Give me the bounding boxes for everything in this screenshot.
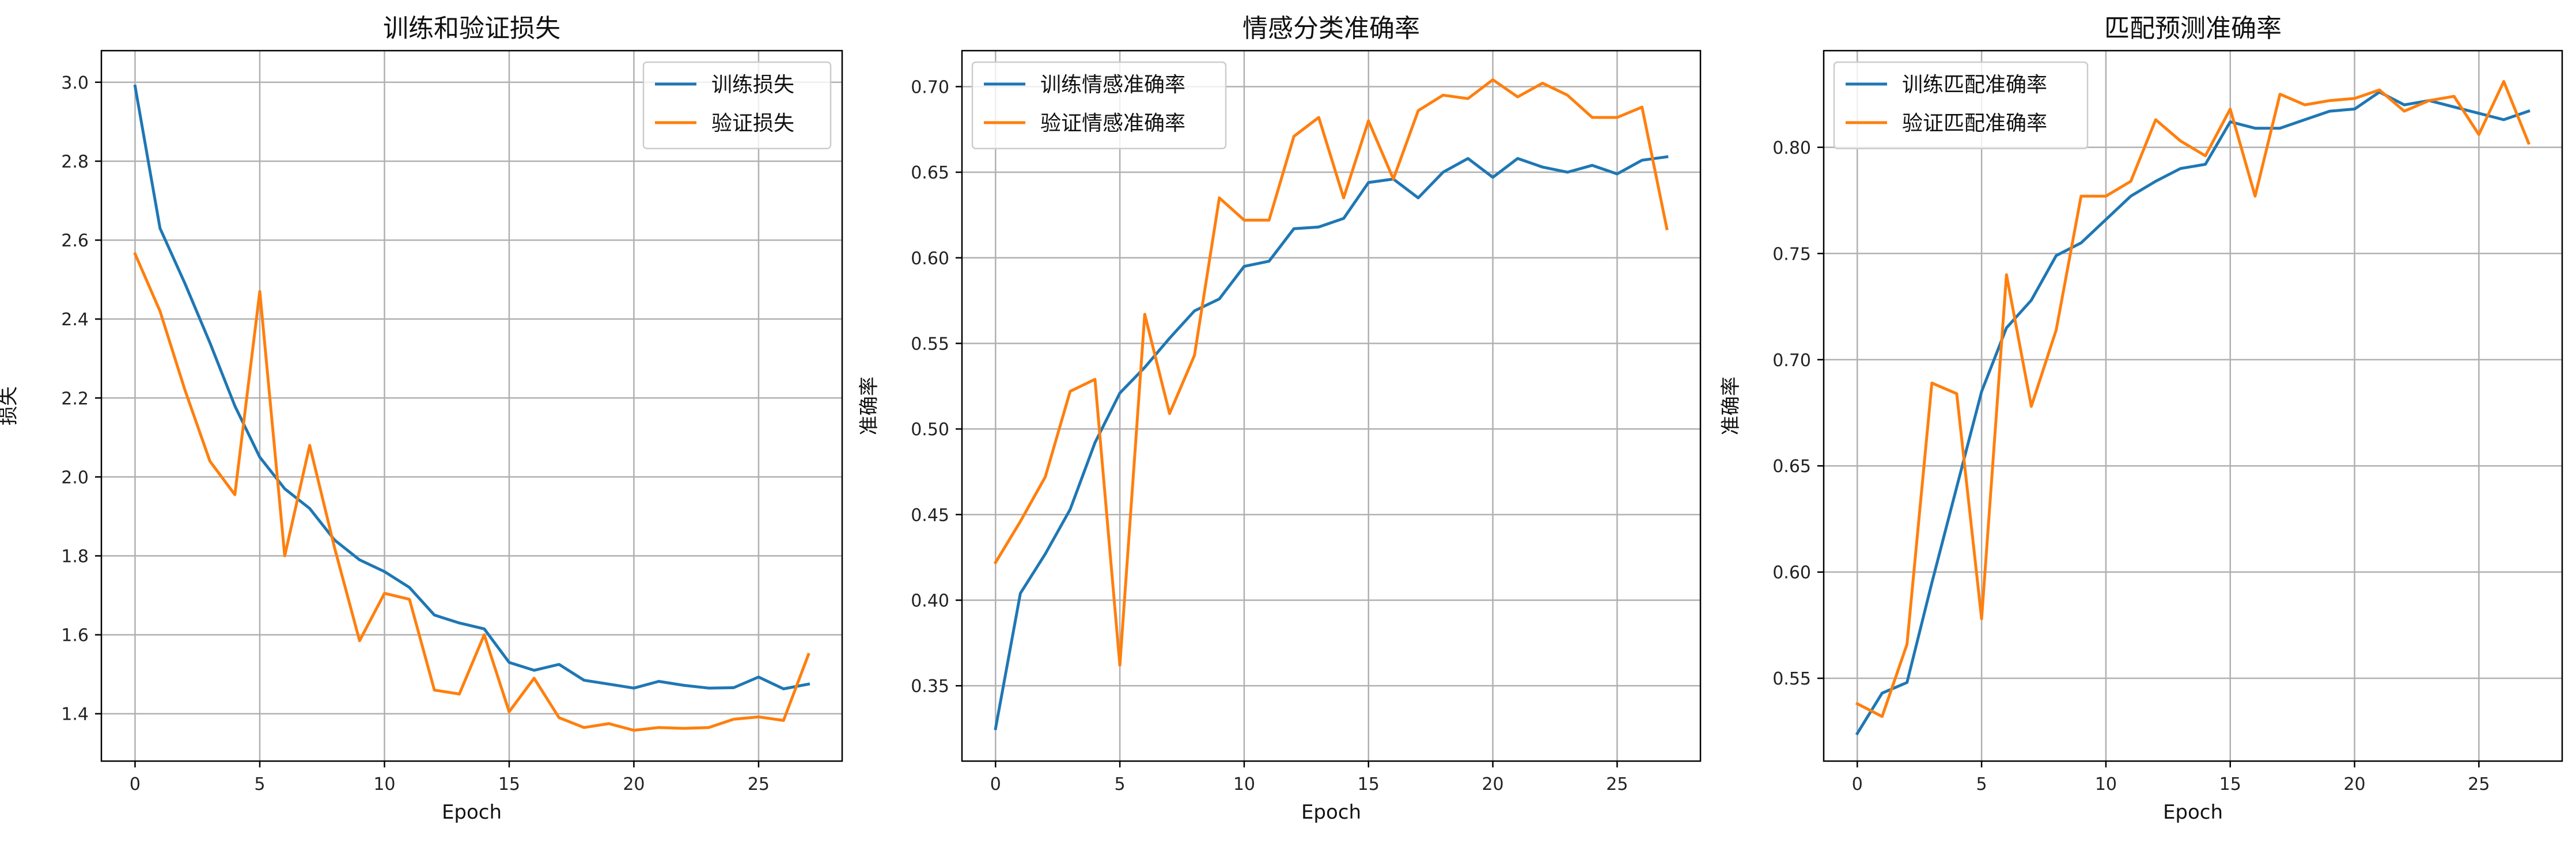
x-tick-label: 5 (1115, 774, 1126, 794)
y-tick-label: 0.60 (1772, 563, 1811, 583)
x-tick-label: 0 (990, 774, 1001, 794)
legend-label-2: 验证损失 (711, 112, 794, 135)
y-tick-label: 0.40 (911, 591, 949, 611)
chart-title: 训练和验证损失 (383, 14, 560, 43)
y-tick-label: 0.65 (1772, 457, 1811, 477)
x-tick-label: 20 (1482, 774, 1503, 794)
x-tick-label: 20 (623, 774, 645, 794)
x-tick-label: 15 (2219, 774, 2241, 794)
y-tick-label: 0.60 (911, 249, 949, 269)
y-tick-label: 0.55 (1772, 669, 1811, 689)
y-tick-label: 2.8 (61, 152, 89, 172)
y-tick-label: 0.35 (911, 676, 949, 697)
chart-title: 情感分类准确率 (1242, 14, 1420, 43)
x-axis-label: Epoch (2163, 801, 2223, 824)
x-tick-label: 15 (1358, 774, 1380, 794)
x-tick-label: 5 (254, 774, 265, 794)
x-tick-label: 15 (498, 774, 520, 794)
y-tick-label: 0.70 (1772, 351, 1811, 371)
y-axis-label: 准确率 (858, 377, 881, 435)
chart-panel-1: 0 5 10 15 20 25 1.4 1.6 1.8 2.0 2.2 2.4 2.6 2.8 3.0 训练和… (0, 14, 843, 824)
x-tick-label: 0 (1852, 774, 1863, 794)
legend-label-2: 验证情感准确率 (1040, 112, 1185, 135)
y-tick-label: 2.2 (61, 389, 89, 409)
x-tick-label: 10 (1233, 774, 1255, 794)
y-tick-label: 2.6 (61, 231, 89, 251)
series-line-1 (994, 155, 1669, 731)
y-axis-label: 损失 (0, 386, 20, 425)
x-tick-label: 25 (1606, 774, 1628, 794)
x-tick-label: 5 (1976, 774, 1987, 794)
chart-title: 匹配预测准确率 (2104, 14, 2282, 43)
plot-frame (961, 50, 1702, 762)
legend-label-1: 训练损失 (711, 73, 794, 97)
plot-frame (1823, 50, 2563, 762)
legend-label-1: 训练匹配准确率 (1902, 73, 2047, 97)
chart-panel-2: 0 5 10 15 20 25 0.35 0.40 0.45 0.50 0.55 0.60 0.65 0.… (858, 14, 1702, 824)
series-line-1 (133, 84, 810, 690)
legend-box (971, 61, 1227, 150)
y-tick-label: 1.4 (61, 705, 89, 725)
x-tick-label: 25 (748, 774, 770, 794)
y-tick-label: 0.55 (911, 334, 949, 354)
y-tick-label: 2.0 (61, 467, 89, 488)
legend-box (1833, 61, 2089, 150)
x-tick-label: 10 (2095, 774, 2117, 794)
series-line-2 (993, 78, 1669, 667)
series-line-2 (1855, 80, 2530, 718)
y-tick-label: 0.80 (1772, 138, 1811, 158)
y-tick-label: 0.45 (911, 505, 949, 526)
y-tick-label: 0.75 (1772, 244, 1811, 264)
x-tick-label: 10 (373, 774, 395, 794)
y-tick-label: 3.0 (61, 73, 89, 93)
x-tick-label: 0 (130, 774, 141, 794)
plot-frame (100, 50, 843, 762)
series-line-2 (133, 252, 810, 732)
y-tick-label: 0.70 (911, 77, 949, 97)
x-tick-label: 20 (2343, 774, 2365, 794)
chart-panel-3: 0 5 10 15 20 25 0.55 0.60 0.65 0.70 0.75 0.80 匹配预测准确… (1719, 14, 2563, 824)
legend-label-1: 训练情感准确率 (1040, 73, 1185, 97)
x-axis-label: Epoch (1301, 801, 1361, 824)
legend-label-2: 验证匹配准确率 (1902, 112, 2047, 135)
y-tick-label: 0.50 (911, 420, 949, 440)
x-tick-label: 25 (2468, 774, 2490, 794)
y-tick-label: 2.4 (61, 310, 89, 330)
y-axis-label: 准确率 (1719, 377, 1742, 435)
y-tick-label: 1.8 (61, 547, 89, 567)
x-axis-label: Epoch (442, 801, 502, 824)
y-tick-label: 1.6 (61, 626, 89, 646)
y-tick-label: 0.65 (911, 163, 949, 183)
series-line-1 (1855, 90, 2530, 736)
